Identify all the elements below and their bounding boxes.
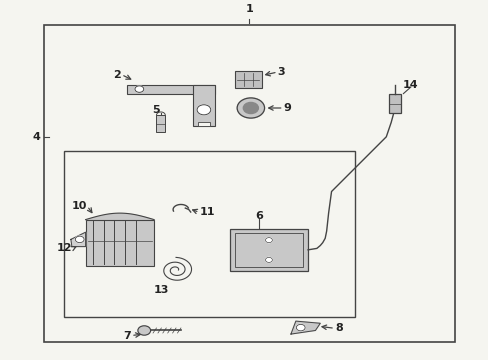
- Circle shape: [135, 86, 143, 93]
- Text: 13: 13: [153, 285, 169, 295]
- Bar: [85, 220, 154, 266]
- Circle shape: [75, 236, 84, 243]
- Polygon shape: [71, 232, 85, 247]
- Bar: [127, 85, 215, 94]
- Bar: [234, 233, 303, 267]
- Text: 8: 8: [334, 323, 342, 333]
- Text: 6: 6: [255, 211, 263, 221]
- Text: 7: 7: [123, 330, 131, 341]
- Circle shape: [265, 238, 272, 243]
- Bar: [63, 151, 354, 317]
- Circle shape: [265, 257, 272, 262]
- Bar: [229, 229, 307, 271]
- Bar: [198, 122, 210, 126]
- Circle shape: [296, 324, 305, 331]
- Circle shape: [197, 105, 210, 115]
- Text: 3: 3: [277, 67, 285, 77]
- Text: 11: 11: [199, 207, 215, 217]
- Text: 12: 12: [57, 243, 72, 253]
- Circle shape: [237, 98, 264, 118]
- Text: 9: 9: [283, 103, 291, 113]
- Text: 14: 14: [402, 80, 418, 90]
- Bar: [388, 94, 401, 113]
- Bar: [234, 71, 261, 88]
- Text: 10: 10: [72, 201, 87, 211]
- Text: 5: 5: [152, 105, 160, 115]
- Bar: [193, 85, 215, 126]
- Bar: [156, 115, 165, 132]
- Text: 4: 4: [33, 132, 41, 142]
- Bar: [44, 25, 454, 342]
- Polygon shape: [290, 321, 320, 334]
- Text: 2: 2: [113, 69, 121, 80]
- Text: 1: 1: [245, 4, 253, 14]
- Circle shape: [243, 103, 258, 113]
- Circle shape: [138, 326, 150, 335]
